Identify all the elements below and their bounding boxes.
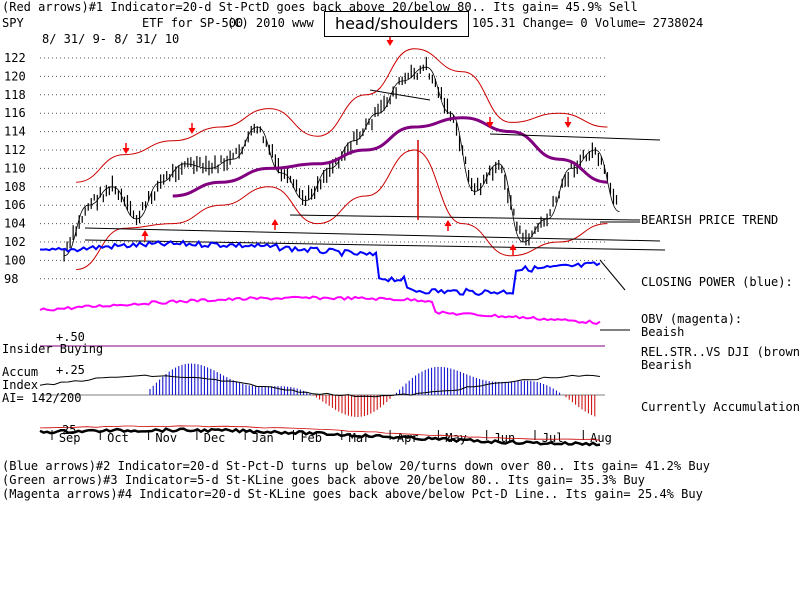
y-tick-label: 110 <box>4 161 26 175</box>
index-label: Index <box>2 378 39 392</box>
x-tick-label: Mar <box>349 431 371 445</box>
x-tick-label: Sep <box>59 431 81 445</box>
y-tick-label: 100 <box>4 253 26 267</box>
x-tick-label: Nov <box>155 431 177 445</box>
rel-25-label: 25 <box>62 423 77 437</box>
y-tick-label: 104 <box>4 217 26 231</box>
accumulation-status: Currently Accumulation <box>641 400 800 414</box>
obv-title: OBV (magenta): <box>641 312 743 326</box>
y-tick-label: 120 <box>4 69 26 83</box>
y-tick-label: 112 <box>4 143 26 157</box>
accum-ma-line <box>39 374 601 398</box>
arrow-head-icon <box>486 121 494 128</box>
arrow-head-icon <box>444 220 452 227</box>
y-tick-label: 122 <box>4 51 26 65</box>
y-tick-label: 106 <box>4 198 26 212</box>
footer-line3: (Magenta arrows)#4 Indicator=20-d St-KLi… <box>2 487 703 501</box>
moving-average-line <box>172 116 608 198</box>
etf-label: ETF for SP-500 <box>142 16 244 30</box>
y-tick-label: 118 <box>4 88 26 102</box>
x-tick-label: Dec <box>204 431 226 445</box>
y-tick-label: 116 <box>4 106 26 120</box>
x-tick-label: Aug <box>590 431 612 445</box>
x-tick-label: Oct <box>107 431 129 445</box>
accum-label: Accum <box>2 365 39 379</box>
trend-line <box>84 227 661 242</box>
footer-line1: (Blue arrows)#2 Indicator=20-d St-Pct-D … <box>2 459 711 473</box>
date-range: 8/ 31/ 9- 8/ 31/ 10 <box>42 32 180 46</box>
trend-line <box>369 89 431 101</box>
lower-band-line <box>76 149 608 271</box>
obv-value: Beaish <box>641 325 685 339</box>
arrow-head-icon <box>564 121 572 128</box>
arrow-head-icon <box>122 147 130 154</box>
bearish-trend-label: BEARISH PRICE TREND <box>641 213 779 227</box>
ai-value: AI= 142/200 <box>2 391 82 405</box>
y-tick-label: 98 <box>4 272 18 286</box>
x-tick-label: Jul <box>542 431 564 445</box>
obv-line <box>39 295 601 325</box>
plus25-label: +.25 <box>56 363 85 377</box>
head-shoulders-callout: head/shoulders <box>324 11 469 37</box>
x-tick-label: May <box>445 431 467 445</box>
rel-strength-value: Bearish <box>641 358 692 372</box>
quote-label: 105.31 Change= 0 Volume= 2738024 <box>472 16 704 30</box>
plus50-label: +.50 <box>56 330 85 344</box>
header-line1: (Red arrows)#1 Indicator=20-d St-PctD go… <box>2 0 638 14</box>
y-tick-label: 114 <box>4 125 26 139</box>
upper-band-line <box>76 48 608 183</box>
closing-power-line <box>39 239 601 296</box>
copyright-label: (C) 2010 www <box>227 16 314 30</box>
arrow-head-icon <box>188 127 196 134</box>
pointer-line <box>599 259 626 291</box>
ticker-label: SPY <box>2 16 24 30</box>
rel-strength-line <box>39 427 601 447</box>
rel-strength-title: REL.STR..VS DJI (brown): <box>641 345 800 359</box>
arrow-head-icon <box>386 39 394 46</box>
insider-buying-label: Insider Buying <box>2 342 104 356</box>
arrow-head-icon <box>509 244 517 251</box>
trend-line <box>289 214 641 221</box>
rel-strength-dotted <box>39 425 601 441</box>
footer-line2: (Green arrows)#3 Indicator=5-d St-KLine … <box>2 473 645 487</box>
x-tick-label: Jan <box>252 431 274 445</box>
y-tick-label: 102 <box>4 235 26 249</box>
arrow-head-icon <box>271 219 279 226</box>
trend-line <box>489 133 661 141</box>
close-line <box>63 66 620 257</box>
y-tick-label: 108 <box>4 180 26 194</box>
closing-power-label: CLOSING POWER (blue): <box>641 275 793 289</box>
arrow-head-icon <box>141 230 149 237</box>
